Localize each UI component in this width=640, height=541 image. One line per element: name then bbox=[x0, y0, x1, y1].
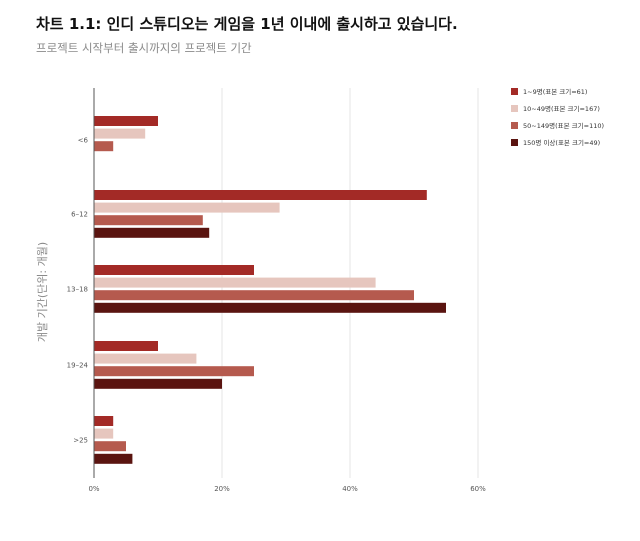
bar bbox=[94, 277, 376, 288]
x-tick-labels: 0% 20% 40% 60% bbox=[88, 485, 486, 493]
bar bbox=[94, 341, 158, 351]
bar bbox=[94, 265, 254, 275]
chart-title: 차트 1.1: 인디 스튜디오는 게임을 1년 이내에 출시하고 있습니다. bbox=[36, 15, 458, 33]
x-tick-label: 60% bbox=[470, 485, 486, 493]
legend-label: 10~49명(표본 크기=167) bbox=[523, 104, 600, 113]
category-label: >25 bbox=[73, 436, 88, 444]
bars bbox=[94, 116, 446, 464]
bar bbox=[94, 353, 197, 364]
legend-item: 1~9명(표본 크기=61) bbox=[511, 87, 587, 96]
bar bbox=[94, 215, 203, 226]
bar bbox=[94, 302, 446, 313]
bar bbox=[94, 290, 414, 301]
category-label: <6 bbox=[78, 136, 89, 144]
bar bbox=[94, 141, 114, 152]
bar bbox=[94, 202, 280, 213]
bar bbox=[94, 416, 114, 426]
bar bbox=[94, 190, 427, 200]
category-label: 19–24 bbox=[67, 361, 89, 369]
legend-swatch bbox=[511, 122, 518, 129]
bar bbox=[94, 128, 146, 139]
legend-item: 10~49명(표본 크기=167) bbox=[511, 104, 600, 113]
chart-subtitle: 프로젝트 시작부터 출시까지의 프로젝트 기간 bbox=[36, 41, 252, 55]
legend-label: 1~9명(표본 크기=61) bbox=[523, 87, 587, 96]
bar bbox=[94, 378, 222, 389]
legend-label: 50~149명(표본 크기=110) bbox=[523, 121, 604, 130]
y-axis-label: 개발 기간(단위: 개월) bbox=[36, 242, 49, 342]
legend-item: 150명 이상(표본 크기=49) bbox=[511, 138, 600, 147]
legend-label: 150명 이상(표본 크기=49) bbox=[523, 138, 600, 147]
x-tick-label: 40% bbox=[342, 485, 358, 493]
category-label: 13–18 bbox=[67, 285, 88, 293]
bar bbox=[94, 428, 114, 439]
bar bbox=[94, 227, 210, 238]
bar bbox=[94, 441, 126, 452]
legend-item: 50~149명(표본 크기=110) bbox=[511, 121, 604, 130]
legend-swatch bbox=[511, 105, 518, 112]
bar bbox=[94, 366, 254, 377]
x-tick-label: 20% bbox=[214, 485, 230, 493]
bar bbox=[94, 453, 133, 464]
legend-swatch bbox=[511, 139, 518, 146]
category-label: 6–12 bbox=[71, 210, 88, 218]
category-labels: <6 6–12 13–18 19–24 >25 bbox=[67, 136, 89, 444]
bar bbox=[94, 116, 158, 126]
legend: 1~9명(표본 크기=61) 10~49명(표본 크기=167) 50~149명(표… bbox=[511, 87, 604, 147]
legend-swatch bbox=[511, 88, 518, 95]
x-tick-label: 0% bbox=[88, 485, 99, 493]
